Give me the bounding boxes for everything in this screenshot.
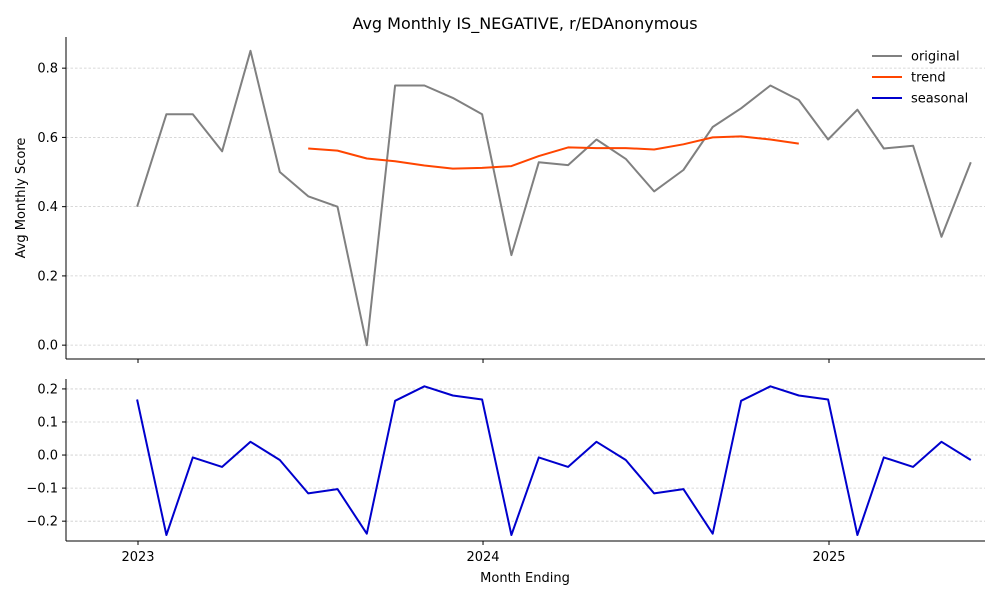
bottom-y-tick-label: −0.2 xyxy=(26,515,58,530)
bottom-y-tick-label: −0.1 xyxy=(26,482,58,497)
bottom-y-tick-label: 0.1 xyxy=(37,415,58,430)
x-tick-label: 2024 xyxy=(466,550,499,565)
legend-label-original: original xyxy=(911,50,960,65)
legend-label-seasonal: seasonal xyxy=(911,92,968,107)
bottom-y-tick-label: 0.0 xyxy=(37,449,58,464)
legend: original trend seasonal xyxy=(872,50,968,107)
bottom-x-axis-label: Month Ending xyxy=(480,571,570,586)
top-y-tick-label: 0.0 xyxy=(37,339,58,354)
x-tick-label: 2025 xyxy=(812,550,845,565)
top-panel: 0.0 0.2 0.4 0.6 0.8 xyxy=(37,37,985,363)
top-y-tick-label: 0.8 xyxy=(37,62,58,77)
legend-label-trend: trend xyxy=(911,71,946,86)
top-y-tick-label: 0.6 xyxy=(37,131,58,146)
series-line-trend xyxy=(308,135,799,170)
series-line-seasonal xyxy=(136,385,972,536)
series-line-original xyxy=(136,49,972,347)
top-y-axis-label: Avg Monthly Score xyxy=(14,138,29,259)
chart-title: Avg Monthly IS_NEGATIVE, r/EDAnonymous xyxy=(352,14,697,34)
top-y-tick-label: 0.4 xyxy=(37,200,58,215)
bottom-panel: −0.2 −0.1 0.0 0.1 0.2 2023 2024 2025 xyxy=(26,379,985,565)
x-tick-label: 2023 xyxy=(121,550,154,565)
top-y-tick-label: 0.2 xyxy=(37,269,58,284)
bottom-y-tick-label: 0.2 xyxy=(37,382,58,397)
